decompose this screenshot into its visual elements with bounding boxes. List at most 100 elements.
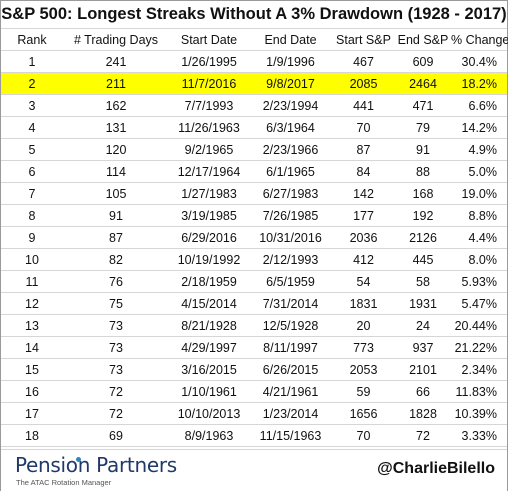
cell-start-sp: 70	[332, 424, 395, 447]
cell-pct-change: 3.33%	[451, 424, 507, 447]
cell-trading-days: 82	[63, 248, 169, 271]
cell-pct-change: 11.83%	[451, 380, 507, 403]
cell-pct-change: 5.0%	[451, 160, 507, 183]
cell-rank: 12	[1, 292, 63, 315]
column-header-rank: Rank	[1, 28, 63, 51]
table-row: 10 82 10/19/1992 2/12/1993 412 445 8.0%	[1, 248, 507, 271]
cell-rank: 13	[1, 314, 63, 337]
cell-end-date: 7/31/2014	[249, 292, 332, 315]
table-header-row: Rank # Trading Days Start Date End Date …	[1, 28, 508, 51]
cell-rank: 9	[1, 226, 63, 249]
cell-trading-days: 73	[63, 314, 169, 337]
cell-end-date: 1/23/2014	[249, 402, 332, 425]
cell-pct-change: 6.6%	[451, 94, 507, 117]
cell-rank: 4	[1, 116, 63, 139]
cell-end-date: 4/21/1961	[249, 380, 332, 403]
cell-end-sp: 58	[395, 270, 451, 293]
table-row: 2 211 11/7/2016 9/8/2017 2085 2464 18.2%	[1, 72, 507, 95]
cell-pct-change: 18.2%	[451, 72, 507, 95]
cell-start-sp: 2036	[332, 226, 395, 249]
table-row: 16 72 1/10/1961 4/21/1961 59 66 11.83%	[1, 380, 507, 403]
cell-start-date: 3/19/1985	[169, 204, 249, 227]
cell-end-sp: 91	[395, 138, 451, 161]
cell-end-sp: 1828	[395, 402, 451, 425]
cell-trading-days: 72	[63, 380, 169, 403]
cell-start-sp: 59	[332, 380, 395, 403]
twitter-handle: @CharlieBilello	[377, 460, 495, 477]
table-row: 9 87 6/29/2016 10/31/2016 2036 2126 4.4%	[1, 226, 507, 249]
column-header-trading-days: # Trading Days	[63, 28, 169, 51]
cell-pct-change: 21.22%	[451, 336, 507, 359]
cell-end-sp: 1931	[395, 292, 451, 315]
cell-start-sp: 54	[332, 270, 395, 293]
cell-trading-days: 114	[63, 160, 169, 183]
cell-start-sp: 87	[332, 138, 395, 161]
cell-trading-days: 72	[63, 402, 169, 425]
cell-end-sp: 24	[395, 314, 451, 337]
cell-end-date: 2/23/1994	[249, 94, 332, 117]
table-row: 5 120 9/2/1965 2/23/1966 87 91 4.9%	[1, 138, 507, 161]
cell-end-date: 2/12/1993	[249, 248, 332, 271]
cell-rank: 6	[1, 160, 63, 183]
cell-pct-change: 8.8%	[451, 204, 507, 227]
cell-pct-change: 10.39%	[451, 402, 507, 425]
cell-end-date: 1/9/1996	[249, 50, 332, 73]
column-header-end-date: End Date	[249, 28, 332, 51]
table-row: 14 73 4/29/1997 8/11/1997 773 937 21.22%	[1, 336, 507, 359]
cell-start-sp: 441	[332, 94, 395, 117]
page-title: S&P 500: Longest Streaks Without A 3% Dr…	[1, 5, 507, 23]
cell-start-sp: 142	[332, 182, 395, 205]
cell-start-sp: 84	[332, 160, 395, 183]
cell-pct-change: 5.93%	[451, 270, 507, 293]
cell-trading-days: 120	[63, 138, 169, 161]
cell-end-sp: 937	[395, 336, 451, 359]
cell-trading-days: 131	[63, 116, 169, 139]
cell-start-date: 11/26/1963	[169, 116, 249, 139]
cell-pct-change: 4.9%	[451, 138, 507, 161]
logo-tagline: The ATAC Rotation Manager	[16, 478, 112, 487]
cell-end-date: 12/5/1928	[249, 314, 332, 337]
column-header-start-sp: Start S&P	[332, 28, 395, 51]
cell-pct-change: 14.2%	[451, 116, 507, 139]
cell-end-sp: 2126	[395, 226, 451, 249]
table-row: 13 73 8/21/1928 12/5/1928 20 24 20.44%	[1, 314, 507, 337]
cell-pct-change: 30.4%	[451, 50, 507, 73]
table-row: 6 114 12/17/1964 6/1/1965 84 88 5.0%	[1, 160, 507, 183]
cell-trading-days: 73	[63, 336, 169, 359]
cell-start-sp: 1656	[332, 402, 395, 425]
cell-end-date: 6/5/1959	[249, 270, 332, 293]
cell-trading-days: 76	[63, 270, 169, 293]
cell-trading-days: 69	[63, 424, 169, 447]
footer: Pension Partners The ATAC Rotation Manag…	[1, 449, 507, 491]
cell-end-sp: 471	[395, 94, 451, 117]
pension-partners-logo: Pension Partners	[15, 453, 177, 477]
cell-end-date: 8/11/1997	[249, 336, 332, 359]
cell-start-date: 4/29/1997	[169, 336, 249, 359]
cell-pct-change: 4.4%	[451, 226, 507, 249]
cell-end-date: 9/8/2017	[249, 72, 332, 95]
cell-rank: 15	[1, 358, 63, 381]
cell-end-sp: 66	[395, 380, 451, 403]
cell-start-date: 10/10/2013	[169, 402, 249, 425]
cell-start-date: 7/7/1993	[169, 94, 249, 117]
table-row: 11 76 2/18/1959 6/5/1959 54 58 5.93%	[1, 270, 507, 293]
table-row: 8 91 3/19/1985 7/26/1985 177 192 8.8%	[1, 204, 507, 227]
table-row: 12 75 4/15/2014 7/31/2014 1831 1931 5.47%	[1, 292, 507, 315]
cell-end-date: 10/31/2016	[249, 226, 332, 249]
cell-pct-change: 19.0%	[451, 182, 507, 205]
cell-pct-change: 2.34%	[451, 358, 507, 381]
streaks-table: Rank # Trading Days Start Date End Date …	[1, 28, 508, 490]
cell-start-date: 2/18/1959	[169, 270, 249, 293]
cell-trading-days: 75	[63, 292, 169, 315]
cell-rank: 8	[1, 204, 63, 227]
cell-end-sp: 2101	[395, 358, 451, 381]
cell-start-sp: 70	[332, 116, 395, 139]
cell-start-date: 1/10/1961	[169, 380, 249, 403]
cell-start-date: 8/9/1963	[169, 424, 249, 447]
cell-end-sp: 445	[395, 248, 451, 271]
column-header-pct-change: % Change	[451, 28, 508, 51]
column-header-end-sp: End S&P	[395, 28, 451, 51]
cell-pct-change: 8.0%	[451, 248, 507, 271]
cell-rank: 2	[1, 72, 63, 95]
cell-rank: 5	[1, 138, 63, 161]
